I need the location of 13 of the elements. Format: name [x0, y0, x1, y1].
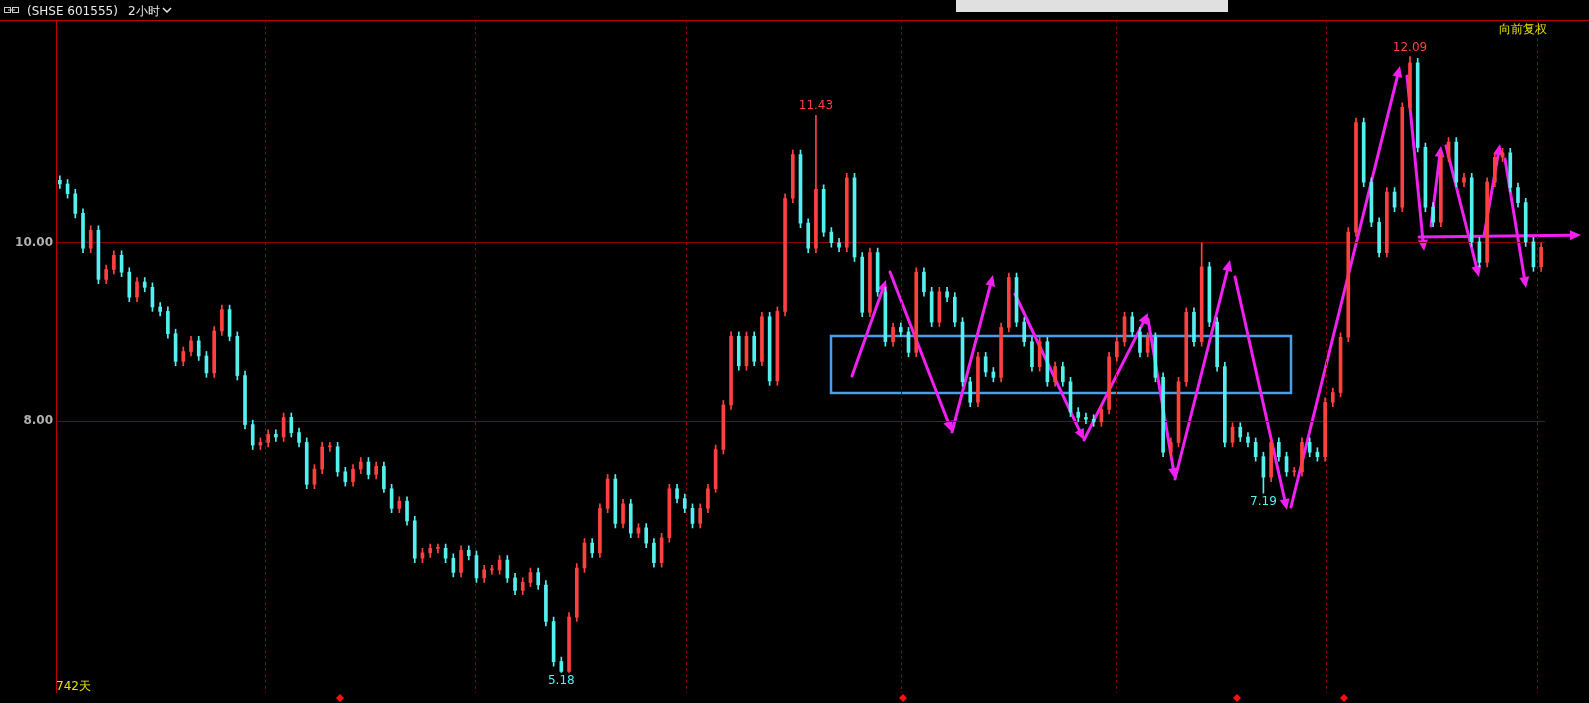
annotation: 11.43 [798, 98, 834, 113]
candlestick [274, 429, 278, 442]
candlestick [1091, 414, 1096, 427]
annotation: 5.18 [547, 673, 575, 688]
annotation: 7.19 [1250, 494, 1277, 509]
chart-subtitle: 2小时 [128, 4, 160, 18]
chart-title: (SHSE 601555) [27, 4, 118, 18]
candlestick [1292, 467, 1297, 477]
annotation: 742天 [56, 678, 91, 693]
candlestick [490, 565, 494, 575]
annotation: 12.09 [1392, 39, 1428, 54]
y-tick-label: 8.00 [23, 413, 53, 428]
y-tick-label: 10.00 [15, 234, 53, 249]
